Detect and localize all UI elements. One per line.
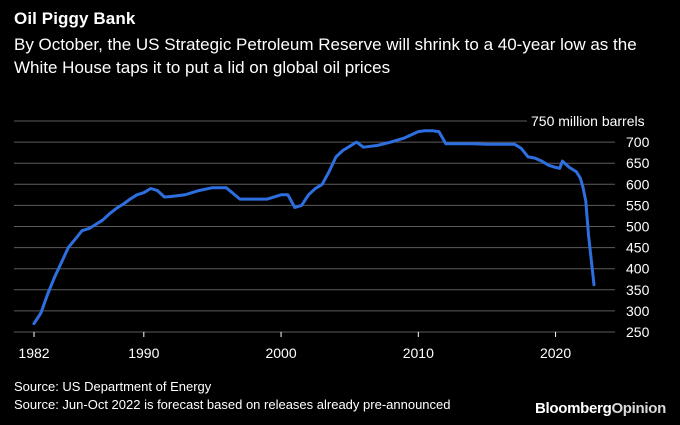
y-tick-label: 650 <box>626 155 650 171</box>
y-tick-label: 250 <box>626 324 650 340</box>
brand-name: Bloomberg <box>534 400 612 417</box>
y-tick-label: 450 <box>626 240 650 256</box>
spr-inventory-line <box>32 129 596 326</box>
y-tick-label: 550 <box>626 197 650 213</box>
brand-section: Opinion <box>611 400 666 417</box>
y-tick-label: 350 <box>626 282 650 298</box>
x-tick-label: 1982 <box>18 345 49 361</box>
y-tick-label: 400 <box>626 261 650 277</box>
y-tick-label: 600 <box>626 176 650 192</box>
chart-subtitle: By October, the US Strategic Petroleum R… <box>14 35 637 77</box>
forecast-note: Source: Jun-Oct 2022 is forecast based o… <box>14 397 451 412</box>
x-tick-label: 2020 <box>540 345 571 361</box>
y-tick-label: 300 <box>626 303 650 319</box>
y-unit-label: 750 million barrels <box>531 113 645 129</box>
x-tick-label: 1990 <box>128 345 159 361</box>
x-tick-label: 2010 <box>403 345 434 361</box>
y-tick-label: 500 <box>626 219 650 235</box>
y-tick-label: 700 <box>626 134 650 150</box>
chart-title: Oil Piggy Bank <box>14 9 136 28</box>
source-note: Source: US Department of Energy <box>14 379 212 394</box>
brand-logo: BloombergOpinion <box>535 400 666 417</box>
x-tick-label: 2000 <box>265 345 296 361</box>
